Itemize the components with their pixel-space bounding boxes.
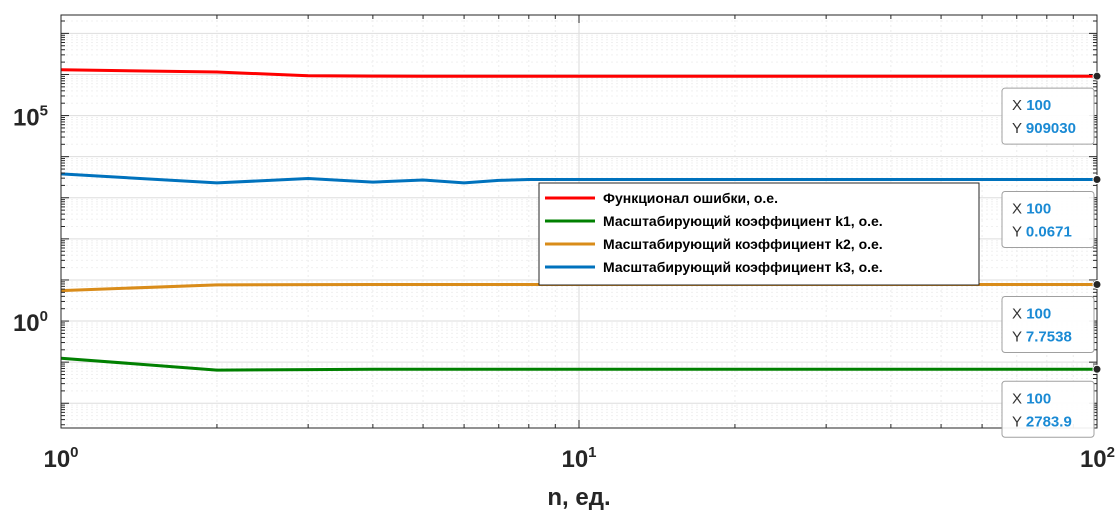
data-tip-y: Y 2783.9	[1012, 413, 1072, 430]
x-axis-label: n, ед.	[547, 484, 610, 511]
data-tip: X 100 Y 7.7538	[1001, 280, 1102, 354]
legend-box	[538, 182, 980, 286]
data-tip: X 100 Y 909030	[1001, 71, 1102, 145]
x-tick-label: 100	[43, 444, 78, 473]
data-tip-x: X 100	[1012, 97, 1051, 114]
legend: Функционал ошибки, о.е. Масштабирующий ко…	[538, 182, 980, 286]
legend-entry-label: Функционал ошибки, о.е.	[603, 190, 778, 206]
y-tick-label: 105	[13, 103, 48, 132]
data-tip-box	[1001, 380, 1095, 438]
data-tip-marker	[1092, 174, 1102, 184]
legend-entry-label: Масштабирующий коэффициент k1, о.е.	[603, 213, 883, 229]
data-tip-box	[1001, 87, 1095, 145]
y-tick-label: 100	[13, 308, 48, 337]
data-tip-y: Y 909030	[1012, 120, 1076, 137]
y-tick-labels: 100 105	[13, 103, 48, 337]
legend-entry-label: Масштабирующий коэффициент k2, о.е.	[603, 236, 883, 252]
data-tip: X 100 Y 0.0671	[1001, 174, 1102, 248]
data-tip-marker	[1092, 71, 1102, 81]
series-line-1	[60, 68, 1097, 78]
x-tick-label: 102	[1080, 444, 1115, 473]
data-tip-marker	[1092, 280, 1102, 290]
data-tip-y: Y 7.7538	[1012, 329, 1072, 346]
data-tip-y: Y 0.0671	[1012, 223, 1072, 240]
data-tip: X 100 Y 2783.9	[1001, 364, 1102, 438]
x-tick-labels: 100 101 102	[43, 444, 1115, 473]
x-tick-label: 101	[561, 444, 596, 473]
data-tip-box	[1001, 190, 1095, 248]
data-tip-box	[1001, 296, 1095, 354]
data-tip-x: X 100	[1012, 306, 1051, 323]
series-line-2	[60, 356, 1097, 372]
data-tip-marker	[1092, 364, 1102, 374]
data-tip-x: X 100	[1012, 200, 1051, 217]
series-line-4	[60, 172, 1097, 185]
legend-entry-label: Масштабирующий коэффициент k3, о.е.	[603, 259, 883, 275]
data-tip-x: X 100	[1012, 390, 1051, 407]
